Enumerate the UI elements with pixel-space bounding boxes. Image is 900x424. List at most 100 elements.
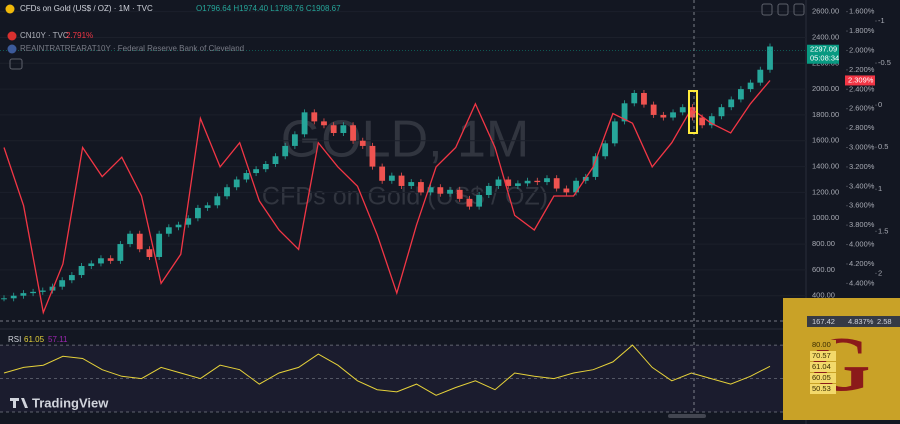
candle xyxy=(185,218,192,225)
candle xyxy=(524,180,531,184)
symbol[interactable]: CFDs on Gold (US$ / OZ) · 1M · TVC xyxy=(20,4,153,13)
candle xyxy=(495,179,502,186)
candle xyxy=(398,175,405,186)
rsi-label-bg xyxy=(810,362,836,372)
candle xyxy=(553,178,560,189)
brand-logo xyxy=(10,398,28,408)
toolbar-button[interactable] xyxy=(761,3,773,16)
candle xyxy=(262,164,269,170)
yield-tick-label: 1.800% xyxy=(849,26,875,35)
candle xyxy=(418,182,424,193)
plot-area xyxy=(0,11,806,413)
watermark-title: GOLD, 1M xyxy=(281,111,530,169)
candle xyxy=(660,114,667,118)
toolbar-button[interactable] xyxy=(777,3,789,16)
last-yield-tag xyxy=(845,75,875,86)
yield-tick-label: 4.000% xyxy=(849,240,875,249)
candle xyxy=(505,179,512,186)
rsi-label: 80.00 xyxy=(812,340,831,349)
crosshair-real: 2.58 xyxy=(877,317,892,326)
candle xyxy=(350,125,356,141)
brand: TradingView xyxy=(32,395,109,410)
candle xyxy=(611,121,618,144)
last-price: 2297.09 xyxy=(810,45,837,54)
real-rate-tick-label: 0.5 xyxy=(878,142,888,151)
candle xyxy=(88,263,95,267)
candle xyxy=(437,187,444,194)
candle xyxy=(408,182,415,186)
yield-tick-label: 2.800% xyxy=(849,123,875,132)
collapse-button[interactable] xyxy=(9,58,23,70)
candle xyxy=(214,196,221,206)
ohlc: O1796.64 H1974.40 L1788.76 C1908.67 xyxy=(196,4,341,13)
price-tick-label: 600.00 xyxy=(812,265,835,274)
candle xyxy=(165,227,172,234)
candle xyxy=(544,178,550,183)
candle xyxy=(224,187,230,197)
candle xyxy=(233,179,240,188)
candle xyxy=(534,180,541,183)
compare1-value: 2.791% xyxy=(66,31,93,40)
last-yield: 2.309% xyxy=(848,75,874,84)
candle xyxy=(204,205,211,208)
candle xyxy=(679,107,686,113)
candle xyxy=(136,233,143,250)
compare1[interactable]: CN10Y · TVC xyxy=(20,31,69,40)
yield-tick-label: 2.600% xyxy=(849,104,875,113)
candle xyxy=(447,189,453,194)
real-rate-tick-label: 0 xyxy=(878,100,882,109)
highlight-box xyxy=(688,90,698,134)
candle xyxy=(340,125,347,134)
price-tick-label: 1400.00 xyxy=(812,162,839,171)
rsi-value: 61.05 xyxy=(24,335,45,344)
price-tick-label: 2400.00 xyxy=(812,32,839,41)
rsi-label-bg xyxy=(810,373,836,383)
real-rate-tick-label: -0.5 xyxy=(878,58,891,67)
candle xyxy=(456,189,463,199)
candle xyxy=(514,183,521,186)
candle xyxy=(592,156,599,177)
candle xyxy=(466,198,473,207)
yield-tick-label: 3.400% xyxy=(849,181,875,190)
candle xyxy=(747,82,754,90)
last-price-tag xyxy=(807,44,839,64)
candle xyxy=(156,233,163,257)
compare2[interactable]: REAINTRATREARAT10Y · Federal Reserve Ban… xyxy=(20,44,244,53)
yield-tick-label: 4.400% xyxy=(849,278,875,287)
rsi-label-bg xyxy=(810,351,836,361)
price-tick-label: 1800.00 xyxy=(812,110,839,119)
candle xyxy=(602,143,609,157)
rsi-ma: 57.11 xyxy=(48,335,68,344)
price-tick-label: 1000.00 xyxy=(812,213,839,222)
yield-tick-label: 3.600% xyxy=(849,201,875,210)
watermark-subtitle: CFDs on Gold (US$ / OZ) xyxy=(262,183,548,211)
candle xyxy=(20,293,27,296)
candle xyxy=(476,194,483,207)
rsi-label: 60.05 xyxy=(812,373,831,382)
yield-tick-label: 3.000% xyxy=(849,142,875,151)
price-tick-label: 1200.00 xyxy=(812,187,839,196)
scrollbar[interactable] xyxy=(668,414,706,418)
toolbar-button[interactable] xyxy=(793,3,805,16)
yield-tick-label: 1.600% xyxy=(849,7,875,16)
rsi-line xyxy=(3,344,771,396)
candle xyxy=(388,175,395,181)
price-tick-label: 2600.00 xyxy=(812,7,839,16)
candle xyxy=(563,188,570,193)
candle xyxy=(621,103,628,122)
candle xyxy=(311,112,318,122)
candle xyxy=(39,290,46,292)
candle xyxy=(107,258,114,261)
candle xyxy=(68,275,75,281)
real-rate-tick-label: 1.5 xyxy=(878,226,888,235)
candle xyxy=(670,112,676,118)
rsi-label-bg xyxy=(810,384,836,394)
crosshair-yield: 4.837% xyxy=(848,317,874,326)
candle xyxy=(767,46,773,70)
crosshair-tag xyxy=(807,316,900,327)
real-rate-tick-label: 1 xyxy=(878,184,882,193)
candle xyxy=(573,180,579,193)
candle xyxy=(330,125,337,134)
